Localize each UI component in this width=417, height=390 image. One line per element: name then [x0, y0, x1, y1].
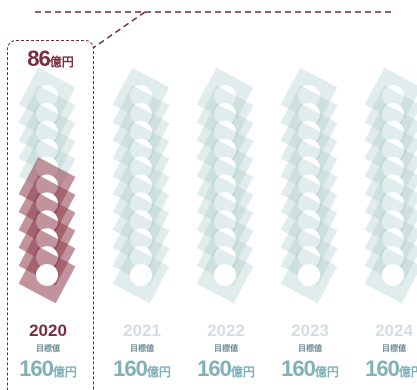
target-bar-segment — [196, 157, 254, 214]
target-label-2023: 目標値 — [298, 344, 322, 353]
target-bar-segment — [196, 121, 254, 179]
coin-stack-2021 — [112, 67, 170, 304]
target-value-number: 160 — [281, 356, 316, 381]
target-bar-segment — [280, 210, 338, 268]
coin-stack-2024 — [364, 67, 417, 304]
target-bar-segment — [364, 85, 417, 143]
year-label-2020: 2020 — [29, 321, 67, 340]
target-bar-segment — [280, 157, 338, 214]
target-bar-segment — [196, 174, 254, 232]
column-2024: 2024 目標値 160億円 — [351, 0, 417, 390]
target-value-number: 160 — [113, 356, 148, 381]
actual-value-unit: 億円 — [49, 55, 74, 69]
target-bar-segment — [196, 85, 254, 143]
target-bar-segment — [196, 192, 254, 250]
target-value-unit: 億円 — [398, 365, 417, 379]
coin-stack-2020 — [18, 67, 76, 304]
target-bar-segment — [364, 174, 417, 232]
target-bar-segment — [196, 228, 254, 286]
target-bar-segment — [364, 67, 417, 125]
callout-leader-line — [35, 11, 395, 49]
actual-value-number: 86 — [27, 46, 51, 71]
target-bar-segment — [280, 103, 338, 161]
target-bar-segment — [280, 67, 338, 125]
target-bar-segment — [280, 174, 338, 232]
year-label-2024: 2024 — [375, 321, 413, 340]
target-bar-segment — [196, 139, 254, 197]
year-label-2023: 2023 — [291, 321, 329, 340]
year-label-2022: 2022 — [207, 321, 245, 340]
target-value-unit: 億円 — [314, 365, 339, 379]
target-bar-segment — [364, 192, 417, 250]
target-bar-segment — [18, 121, 76, 179]
target-bar-segment — [364, 210, 417, 268]
target-value-unit: 億円 — [52, 365, 77, 379]
target-bar-segment — [196, 67, 254, 125]
target-bar-segment — [280, 139, 338, 197]
year-label-2021: 2021 — [123, 321, 161, 340]
target-bar-segment — [112, 192, 170, 250]
highlight-callout-frame — [7, 40, 94, 390]
target-bar-segment — [364, 228, 417, 286]
target-value-2024: 160億円 — [351, 358, 417, 380]
target-value-unit: 億円 — [146, 365, 171, 379]
target-label-2020: 目標値 — [36, 344, 60, 353]
column-2021: 2021 目標値 160億円 — [99, 0, 185, 390]
target-bar-segment — [112, 67, 170, 125]
target-bar-segment — [112, 103, 170, 161]
column-2023: 2023 目標値 160億円 — [267, 0, 353, 390]
target-bar-segment — [112, 228, 170, 286]
target-bar-segment — [280, 246, 338, 304]
target-bar-segment — [280, 192, 338, 250]
target-bar-segment — [18, 103, 76, 161]
coin-stack-2022 — [196, 67, 254, 304]
target-bar-segment — [280, 228, 338, 286]
target-label-2022: 目標値 — [214, 344, 238, 353]
target-bar-segment — [112, 139, 170, 197]
target-bar-segment — [112, 210, 170, 268]
target-value-number: 160 — [197, 356, 232, 381]
target-bar-segment — [18, 85, 76, 143]
target-bar-segment — [364, 139, 417, 197]
target-bar-segment — [18, 67, 76, 125]
target-bar-segment — [364, 121, 417, 179]
target-bar-segment — [196, 210, 254, 268]
target-label-2024: 目標値 — [382, 344, 406, 353]
target-bar-segment — [364, 103, 417, 161]
target-bar-segment — [364, 246, 417, 304]
target-label-2021: 目標値 — [130, 344, 154, 353]
target-bar-segment — [280, 121, 338, 179]
target-bar-segment — [112, 246, 170, 304]
target-value-2020: 160億円 — [5, 358, 91, 380]
column-2022: 2022 目標値 160億円 — [183, 0, 269, 390]
target-bar-segment — [196, 103, 254, 161]
target-bar-segment — [196, 246, 254, 304]
target-value-2021: 160億円 — [99, 358, 185, 380]
target-value-number: 160 — [19, 356, 54, 381]
target-value-unit: 億円 — [230, 365, 255, 379]
target-value-2022: 160億円 — [183, 358, 269, 380]
actual-bar-segment — [18, 246, 76, 304]
target-bar-segment — [112, 157, 170, 214]
target-value-number: 160 — [365, 356, 400, 381]
coin-stack-2023 — [280, 67, 338, 304]
target-bar-segment — [280, 85, 338, 143]
target-bar-segment — [112, 174, 170, 232]
actual-value-label: 86億円 — [7, 48, 94, 70]
target-value-2023: 160億円 — [267, 358, 353, 380]
target-bar-segment — [364, 157, 417, 214]
target-bar-segment — [112, 121, 170, 179]
target-bar-segment — [112, 85, 170, 143]
column-2020: 2020 目標値 160億円 — [5, 0, 91, 390]
